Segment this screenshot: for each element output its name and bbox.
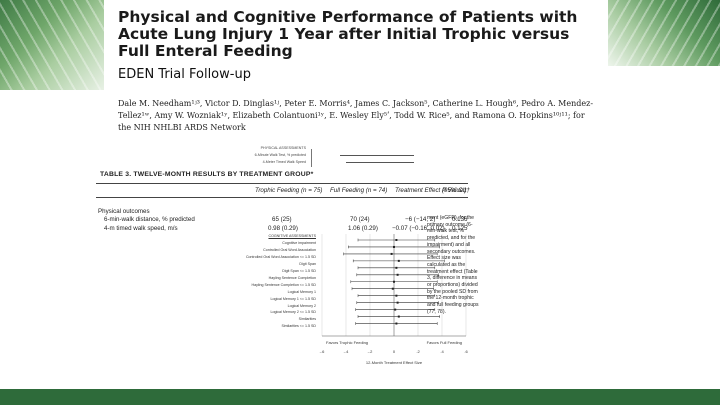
forest-point: [393, 280, 395, 283]
forest-gridlines: [321, 234, 467, 336]
forest-label: Logical Memory 1 <= 1.5 SD: [270, 296, 316, 301]
forest-point: [396, 301, 399, 304]
forest-label: Controlled Oral Word Association <= 1.5 …: [245, 254, 316, 259]
column-header-trophic: Trophic Feeding (n = 75): [255, 187, 323, 194]
forest-label: Digit Span <= 1.5 SD: [282, 268, 316, 273]
favors-trophic-label: Favors Trophic Feeding: [326, 340, 368, 345]
favors-full-label: Favors Full Feeding: [427, 340, 462, 345]
column-header-pvalue: P Value‡: [442, 187, 467, 194]
table-row-label: 4-m timed walk speed, m/s: [104, 225, 178, 232]
table-title: TABLE 3. TWELVE-MONTH RESULTS BY TREATME…: [100, 171, 314, 178]
column-header-full: Full Feeding (n = 74): [330, 187, 388, 194]
table-top-rule: [96, 183, 468, 184]
forest-label: Hayling Sentence Completion <= 1.5 SD: [251, 282, 316, 287]
forest-point: [393, 245, 395, 248]
forest-tick-label: .2: [416, 349, 420, 354]
forest-point: [395, 266, 398, 269]
forest-label: COGNITIVE ASSESSMENTS: [268, 234, 316, 238]
forest-tick-label: -.6: [320, 349, 325, 354]
forest-point: [396, 273, 399, 276]
table-cell-trophic: 0.98 (0.29): [268, 225, 298, 232]
table-cell-pvalue: 0.125: [452, 225, 468, 232]
forest-label: Cognitive impairment: [282, 240, 316, 245]
leaf-vein-pattern: [608, 0, 720, 66]
forest-point: [395, 294, 398, 297]
decorative-leaf-right: [608, 0, 720, 66]
forest-x-axis-label: 12-Month Treatment Effect Size: [366, 360, 423, 365]
table-cell-effect: −0.07 (−0.16, 0.02): [392, 225, 445, 232]
forest-point: [394, 308, 397, 311]
physical-assessment-inset: PHYSICAL ASSESSMENTS 6-Minute Walk Test,…: [196, 146, 486, 170]
overlay-text-column: ment (eGFR), for the primary outcome (6-…: [427, 215, 479, 315]
forest-label: Controlled Oral Word Association: [263, 247, 316, 252]
inset-row-label: 4-Meter Timed Walk Speed: [262, 160, 306, 164]
table-cell-pvalue: 0.136: [452, 216, 468, 223]
leaf-vein-pattern: [0, 0, 104, 90]
table-header-rule: [96, 197, 468, 198]
inset-row-label: PHYSICAL ASSESSMENTS: [260, 146, 306, 150]
forest-tick-label: .4: [440, 349, 444, 354]
forest-label: Hayling Sentence Completion: [268, 275, 316, 280]
forest-tick-label: .6: [464, 349, 468, 354]
forest-label: Similarities: [298, 317, 316, 322]
forest-label: Logical Memory 2 <= 1.5 SD: [270, 310, 316, 315]
forest-tick-label: 0: [393, 349, 396, 354]
slide-footer-bar: [0, 389, 720, 405]
forest-plot-labels: COGNITIVE ASSESSMENTS Cognitive impairme…: [200, 233, 316, 330]
forest-label: Similarities <= 1.5 SD: [281, 324, 316, 329]
table-cell-full: 70 (24): [350, 216, 370, 223]
table-cell-trophic: 65 (25): [272, 216, 292, 223]
table-cell-effect: −6 (−14, 2): [405, 216, 436, 223]
forest-point: [395, 322, 398, 325]
forest-marks: [343, 238, 445, 325]
forest-point: [397, 315, 400, 318]
forest-point: [391, 287, 394, 290]
table-section-label: Physical outcomes: [98, 208, 150, 215]
forest-label: Digit Span: [299, 261, 316, 266]
inset-ci-line: [346, 162, 414, 163]
decorative-leaf-left: [0, 0, 104, 90]
forest-point: [397, 259, 400, 262]
table-row-label: 6-min-walk distance, % predicted: [104, 216, 195, 223]
inset-axis: [311, 149, 482, 167]
column-header-effect: Treatment Effect (95% CI)†: [395, 187, 470, 194]
forest-label: Logical Memory 2: [287, 303, 316, 308]
forest-tick-label: -.2: [368, 349, 373, 354]
author-list: Dale M. Needham¹ʲ³, Victor D. Dinglas¹ʲ,…: [118, 99, 594, 132]
forest-tick-labels: -.6 -.4 -.2 0 .2 .4 .6: [320, 349, 469, 354]
table-cell-full: 1.06 (0.29): [348, 225, 378, 232]
slide-subtitle: EDEN Trial Follow-up: [118, 67, 251, 82]
forest-point: [390, 252, 393, 255]
forest-label: Logical Memory 1: [287, 289, 316, 294]
slide-title: Physical and Cognitive Performance of Pa…: [118, 8, 578, 60]
inset-ci-line: [340, 155, 414, 156]
forest-plot: Favors Trophic Feeding Favors Full Feedi…: [320, 234, 469, 365]
inset-row-label: 6-Minute Walk Test, % predicted: [254, 153, 306, 157]
forest-tick-label: -.4: [344, 349, 349, 354]
forest-point: [395, 239, 398, 241]
